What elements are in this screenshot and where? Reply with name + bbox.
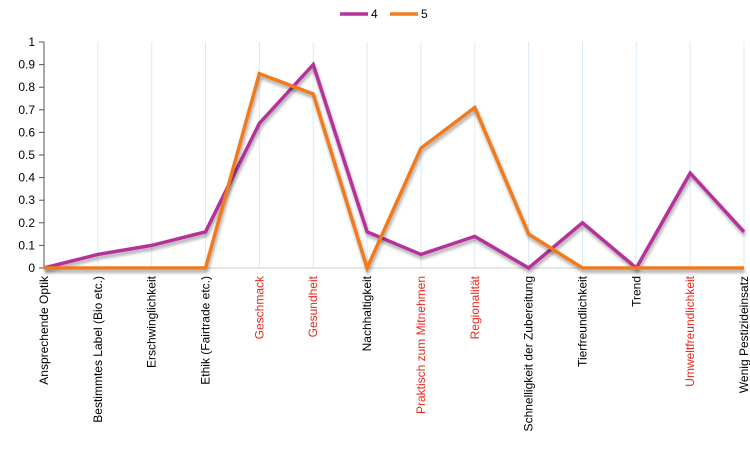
y-tick-label: 0.7: [18, 103, 35, 117]
series-line-5: [44, 71, 744, 273]
legend-label-5: 5: [421, 7, 428, 21]
series-line-4: [43, 61, 746, 271]
y-tick-label: 0.4: [18, 171, 35, 185]
legend-label-4: 4: [371, 7, 378, 21]
y-tick-label: 0.1: [18, 238, 35, 252]
x-category-label: Ansprechende Optik: [37, 275, 51, 385]
y-tick-label: 0.5: [18, 148, 35, 162]
y-tick-label: 0.2: [18, 216, 35, 230]
y-tick-label: 0.9: [18, 58, 35, 72]
y-tick-label: 1: [28, 35, 35, 49]
x-category-label: Tierfreundlichkeit: [575, 275, 589, 367]
y-tick-label: 0.6: [18, 125, 35, 139]
x-category-label: Schnelligkeit der Zubereitung: [522, 276, 536, 431]
series-lines: [43, 61, 746, 273]
x-category-label: Umweltfreundlichkeit: [683, 275, 697, 386]
x-category-label: Regionalität: [468, 275, 482, 339]
y-axis-ticks: 0 0.1 0.2 0.3 0.4 0.5 0.6 0.7 0.8 0.9 1: [18, 35, 44, 275]
x-category-label: Praktisch zum Mitnehmen: [414, 276, 428, 414]
y-tick-label: 0.3: [18, 193, 35, 207]
y-tick-label: 0.8: [18, 80, 35, 94]
axes: [43, 42, 744, 269]
x-axis-labels: Ansprechende Optik Bestimmtes Label (Bio …: [37, 275, 750, 431]
x-category-label: Nachhaltigkeit: [360, 275, 374, 351]
x-category-label: Bestimmtes Label (Bio etc.): [91, 276, 105, 423]
x-category-label: Ethik (Fairtrade etc.): [199, 276, 213, 385]
x-category-label: Gesundheit: [306, 275, 320, 337]
x-category-label: Trend: [629, 276, 643, 307]
x-category-label: Geschmack: [252, 275, 266, 339]
y-tick-label: 0: [28, 261, 35, 275]
x-category-label: Erschwinglichkeit: [145, 275, 159, 368]
x-category-label: Wenig Pestizideinsatz: [737, 276, 750, 393]
